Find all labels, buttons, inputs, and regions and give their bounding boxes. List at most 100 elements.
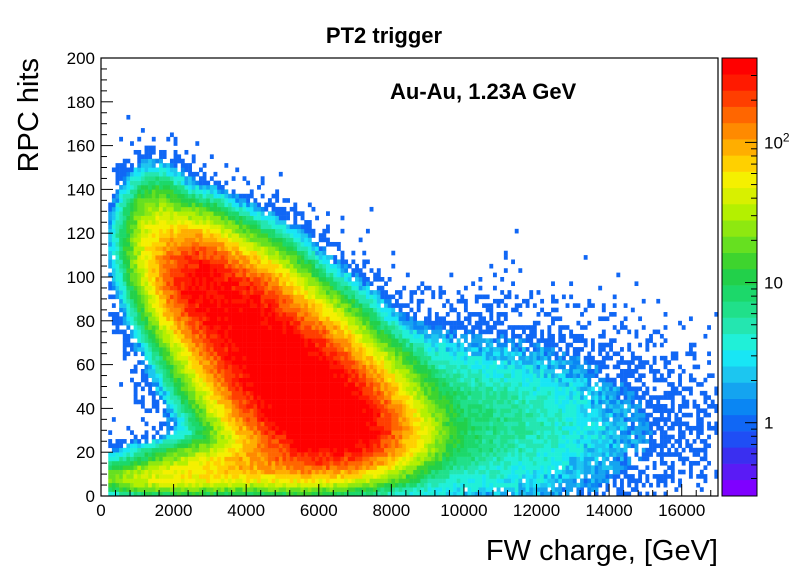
heatmap-cell: [155, 439, 160, 444]
heatmap-cell: [126, 215, 131, 221]
heatmap-cell: [358, 320, 363, 326]
heatmap-cell: [355, 447, 359, 453]
heatmap-cell: [289, 294, 294, 300]
heatmap-cell: [333, 373, 338, 378]
heatmap-cell: [296, 320, 301, 326]
heatmap-cell: [387, 338, 392, 343]
heatmap-cell: [362, 412, 367, 418]
heatmap-cell: [253, 277, 258, 282]
heatmap-cell: [220, 390, 225, 396]
heatmap-cell: [184, 220, 189, 225]
heatmap-cell: [373, 338, 378, 343]
heatmap-cell: [133, 303, 138, 308]
heatmap-cell: [144, 373, 149, 378]
heatmap-cell: [257, 224, 261, 230]
heatmap-cell: [278, 246, 283, 251]
heatmap-cell: [115, 211, 120, 216]
heatmap-cell: [224, 382, 229, 387]
heatmap-cell: [238, 224, 243, 230]
heatmap-cell: [249, 408, 254, 414]
heatmap-cell: [166, 439, 171, 444]
heatmap-cell: [253, 241, 258, 247]
heatmap-cell: [260, 233, 265, 238]
heatmap-cell: [177, 233, 182, 238]
heatmap-cell: [336, 355, 341, 361]
heatmap-cell: [162, 163, 167, 168]
heatmap-cell: [246, 386, 251, 392]
heatmap-cell: [340, 434, 345, 440]
heatmap-cell: [122, 456, 127, 462]
heatmap-cell: [336, 487, 341, 492]
heatmap-cell: [220, 189, 225, 195]
heatmap-cell: [369, 404, 374, 409]
heatmap-cell: [289, 456, 294, 462]
heatmap-cell: [191, 408, 196, 414]
heatmap-cell: [238, 474, 243, 479]
heatmap-cell: [220, 355, 225, 361]
heatmap-cell: [289, 368, 294, 374]
heatmap-cell: [278, 171, 283, 177]
heatmap-cell: [336, 382, 341, 387]
heatmap-cell: [166, 355, 171, 361]
heatmap-cell: [159, 456, 163, 462]
heatmap-cell: [191, 158, 196, 164]
heatmap-cell: [119, 281, 124, 287]
heatmap-cell: [148, 368, 153, 374]
heatmap-cell: [126, 474, 131, 479]
heatmap-cell: [169, 478, 174, 484]
heatmap-cell: [130, 237, 134, 243]
heatmap-cell: [387, 320, 392, 326]
heatmap-cell: [296, 246, 301, 251]
heatmap-cell: [140, 487, 145, 492]
heatmap-cell: [311, 277, 316, 282]
heatmap-cell: [333, 277, 338, 282]
heatmap-cell: [380, 417, 385, 422]
heatmap-cell: [267, 224, 272, 230]
heatmap-cell: [137, 285, 142, 291]
heatmap-cell: [162, 189, 167, 195]
heatmap-cell: [188, 412, 192, 418]
heatmap-cell: [336, 347, 341, 352]
heatmap-cell: [217, 320, 222, 326]
heatmap-cell: [344, 303, 349, 308]
heatmap-cell: [369, 408, 374, 414]
heatmap-cell: [217, 373, 222, 378]
heatmap-cell: [220, 268, 225, 273]
heatmap-cell: [209, 211, 214, 216]
heatmap-cell: [267, 198, 272, 203]
heatmap-cell: [260, 250, 265, 256]
heatmap-cell: [188, 189, 192, 195]
heatmap-cell: [126, 171, 131, 177]
heatmap-cell: [209, 202, 214, 208]
heatmap-cell: [126, 478, 131, 484]
heatmap-cell: [253, 390, 258, 396]
heatmap-cell: [209, 185, 214, 190]
heatmap-cell: [318, 478, 323, 484]
heatmap-cell: [202, 255, 207, 260]
heatmap-cell: [318, 351, 323, 357]
heatmap-cell: [224, 316, 229, 322]
heatmap-cell: [231, 390, 236, 396]
heatmap-cell: [213, 224, 218, 230]
heatmap-cell: [155, 325, 160, 330]
heatmap-cell: [180, 250, 185, 256]
heatmap-cell: [384, 469, 388, 475]
heatmap-cell: [282, 198, 287, 203]
heatmap-cell: [224, 298, 229, 304]
heatmap-cell: [311, 390, 316, 396]
heatmap-cell: [365, 355, 370, 361]
heatmap-cell: [173, 487, 178, 492]
heatmap-cell: [238, 202, 243, 208]
heatmap-cell: [213, 368, 218, 374]
heatmap-cell: [376, 307, 381, 313]
heatmap-cell: [373, 307, 378, 313]
heatmap-cell: [209, 255, 214, 260]
heatmap-cell: [213, 220, 218, 225]
heatmap-cell: [184, 202, 189, 208]
heatmap-cell: [188, 237, 192, 243]
heatmap-cell: [329, 482, 334, 488]
heatmap-cell: [126, 456, 131, 462]
heatmap-cell: [140, 351, 145, 357]
heatmap-cell: [209, 250, 214, 256]
heatmap-cell: [336, 329, 341, 335]
